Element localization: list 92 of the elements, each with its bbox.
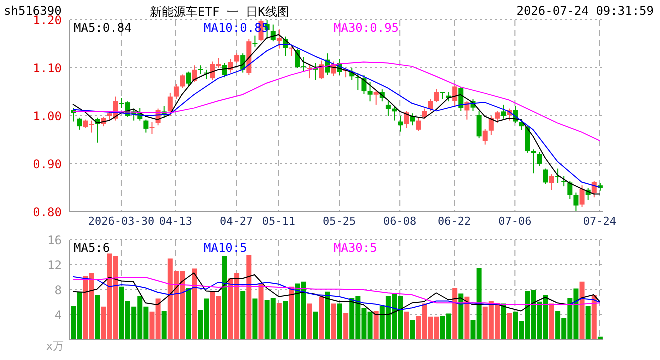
candlestick [186,71,192,88]
y-tick-label: 16 [48,233,62,248]
bar [282,301,288,340]
candlestick [168,92,173,116]
candlestick [422,108,428,120]
bar [501,304,506,340]
bar [549,304,554,340]
bar [258,283,264,340]
x-tick-label: 06-22 [438,215,472,228]
chart-title: 新能源车ETF 一 日K线图 [150,4,290,21]
bar [222,256,228,340]
text: MA10:5 [204,241,248,255]
bar [186,288,192,340]
bar [246,255,252,340]
bar [313,312,318,340]
bar [289,286,294,340]
x-tick-label: 2026-03-30 [88,215,155,228]
y-tick-label: 1.10 [33,61,62,76]
x-tick-label: 05-25 [322,215,356,228]
candlestick [568,180,573,200]
bar [458,294,464,340]
candlestick [228,58,234,74]
candlestick [562,176,567,188]
bar [95,295,100,340]
x-tick-label: 07-06 [498,215,532,228]
candlestick [398,116,404,132]
candlestick [416,118,422,132]
candlestick [150,122,155,135]
candlestick [319,60,324,80]
bar [344,313,349,340]
bar [586,306,591,340]
candlestick [592,180,597,198]
candlestick [404,110,410,128]
candlestick [307,64,312,80]
text: MA5:0.84 [74,21,133,35]
bar [307,304,312,340]
candlestick [580,185,585,208]
candlestick [144,119,149,134]
bar [507,313,512,340]
y-tick-label: 8 [54,283,62,298]
chart-subtitle: 2026-07-24 09:31:59 [516,4,654,18]
bar [592,295,597,340]
candlestick [549,174,554,191]
y-tick-label: 1.00 [33,109,62,124]
bar [325,292,330,340]
x-tick-label: 06-08 [384,215,417,228]
bar [338,304,342,340]
line-series [72,277,600,306]
bar [192,268,198,340]
bar [464,296,470,340]
candlestick [234,53,240,64]
bar [452,288,458,340]
candlestick [180,74,186,89]
candlestick [482,128,488,146]
bar [276,303,282,340]
line-series [72,62,600,142]
candlestick [476,110,482,140]
y-tick-label: 0.80 [33,205,62,220]
candlestick [374,90,379,106]
bar [404,312,410,340]
candlestick [434,88,440,103]
y-axis-title: x万 [46,340,64,353]
text: MA30:0.95 [334,21,400,35]
series-label: MA5:6 [74,241,112,255]
candlestick [428,98,434,112]
text: MA30:5 [334,241,378,255]
x-tick-label: 05-11 [262,215,296,228]
bar [374,311,379,340]
bar [580,282,585,340]
candlestick [192,65,198,83]
candlestick [452,85,458,107]
x-tick-label: 04-27 [220,215,254,228]
candlestick [252,35,258,48]
bar [319,296,324,340]
x-tick-label: 07-24 [583,215,617,228]
y-tick-label: 4 [54,308,62,322]
bar [331,304,336,340]
bar [162,311,167,340]
candlestick [543,168,548,185]
y-tick-label: 0.90 [33,157,62,172]
candlestick [574,192,579,212]
candlestick [537,152,542,167]
x-tick-label: 04-13 [159,215,193,228]
candlestick [501,104,506,120]
candlestick [410,113,416,126]
bar [252,298,258,340]
bar [410,320,416,340]
candlestick [276,29,282,50]
bar [240,291,246,340]
candlestick [77,117,82,130]
candlestick [174,84,179,100]
y-tick-label: 12 [48,258,62,272]
